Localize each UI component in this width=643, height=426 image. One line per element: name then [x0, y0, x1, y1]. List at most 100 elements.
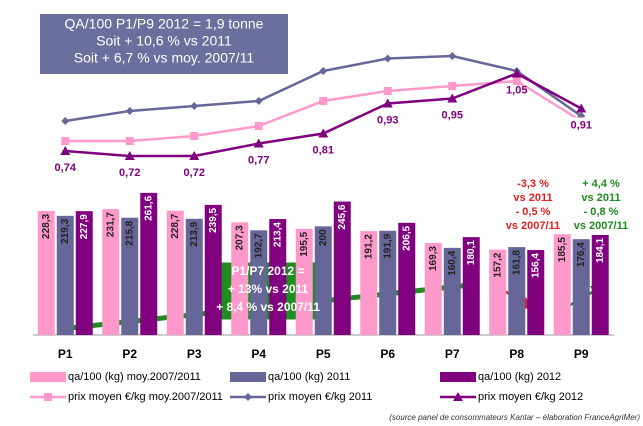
annotation: + 8,4 % vs 2007/11 — [216, 300, 320, 314]
bar-value-label: 191,9 — [382, 233, 393, 258]
x-tick-label: P4 — [251, 347, 266, 361]
annotation: -3,3 % — [517, 178, 549, 190]
bar-value-label: 219,3 — [60, 218, 71, 243]
marker — [511, 68, 522, 78]
bar-value-label: 213,4 — [272, 222, 283, 247]
marker — [61, 137, 70, 145]
bar — [489, 249, 507, 335]
bar — [333, 201, 351, 335]
annotation: - 0,5 % — [516, 206, 551, 218]
line-value-label: 0,77 — [248, 154, 269, 166]
marker — [61, 117, 70, 125]
bar — [231, 222, 249, 335]
bar — [75, 211, 93, 335]
bar — [462, 237, 480, 335]
legend-swatch — [30, 372, 66, 382]
summary-box — [40, 14, 288, 74]
x-tick-label: P7 — [445, 347, 460, 361]
bar — [56, 215, 74, 335]
annotation: Soit + 6,7 % vs moy. 2007/11 — [74, 50, 255, 66]
marker — [189, 151, 200, 160]
marker — [383, 87, 392, 95]
line-value-label: 0,91 — [571, 119, 592, 131]
x-tick-label: P8 — [509, 347, 524, 361]
bar-value-label: 228,3 — [41, 214, 52, 239]
line-value-label: 1,05 — [506, 84, 527, 96]
legend-marker — [453, 392, 463, 401]
bar-value-label: 180,1 — [466, 240, 477, 265]
bar — [204, 204, 222, 335]
marker — [60, 146, 71, 155]
bar — [295, 228, 313, 335]
line-value-label: 0,93 — [377, 114, 398, 126]
marker — [319, 67, 328, 75]
marker — [190, 132, 199, 140]
marker — [124, 151, 135, 160]
x-tick-label: P3 — [187, 347, 202, 361]
bar-value-label: 261,6 — [143, 195, 154, 220]
bar — [166, 210, 184, 335]
marker — [512, 77, 521, 85]
bar-value-label: 239,5 — [208, 207, 219, 232]
legend-label: prix moyen €/kg moy.2007/2011 — [68, 391, 223, 403]
bar-value-label: 215,8 — [124, 220, 135, 245]
marker — [254, 97, 263, 105]
legend-label: qa/100 (kg) 2012 — [478, 371, 561, 383]
marker — [383, 54, 392, 63]
legend-label: prix moyen €/kg 2011 — [268, 391, 372, 403]
line-value-label: 0,74 — [55, 162, 77, 174]
bar-value-label: 200 — [318, 229, 329, 246]
bar-value-label: 184,1 — [595, 238, 606, 263]
annotation: Soit + 10,6 % vs 2011 — [96, 33, 232, 49]
bar — [250, 230, 268, 335]
line-value-label: 0,72 — [184, 167, 205, 179]
annotation: + 4,4 % — [582, 178, 620, 190]
legend-label: prix moyen €/kg 2012 — [478, 391, 583, 403]
bar — [140, 192, 158, 335]
bar-value-label: 207,3 — [234, 225, 245, 250]
source-note: (source panel de consommateurs Kantar – … — [389, 413, 640, 422]
label-bg — [567, 117, 596, 132]
marker — [448, 52, 457, 60]
bar — [443, 247, 461, 335]
bar — [379, 230, 397, 335]
bar — [572, 239, 590, 335]
bar-value-label: 206,5 — [401, 225, 412, 250]
marker — [318, 128, 329, 138]
bar — [527, 250, 545, 335]
bar-value-label: 195,5 — [299, 231, 310, 256]
bar-value-label: 192,7 — [253, 233, 264, 258]
bar — [314, 226, 332, 335]
annotation: QA/100 P1/P9 2012 = 1,9 tonne — [65, 16, 264, 32]
bar-value-label: 160,4 — [447, 250, 458, 275]
bar-value-label: 156,4 — [530, 253, 541, 278]
bar — [102, 209, 120, 335]
legend-swatch — [230, 372, 266, 382]
bar-value-label: 227,9 — [79, 214, 90, 239]
bar-value-label: 161,8 — [511, 250, 522, 275]
bar — [121, 217, 139, 335]
bar — [591, 234, 609, 335]
bar-value-label: 213,9 — [189, 221, 200, 246]
annotation: P1/P7 2012 = — [231, 264, 304, 278]
bar-value-label: 157,2 — [492, 252, 503, 277]
annotation: - 0,8 % — [584, 206, 619, 218]
bar — [269, 219, 287, 335]
marker — [382, 98, 393, 108]
bar — [508, 247, 526, 335]
marker — [253, 138, 264, 148]
legend-swatch — [440, 372, 476, 382]
annotation: vs 2011 — [513, 192, 552, 204]
bar-value-label: 191,2 — [363, 234, 374, 259]
marker — [254, 122, 263, 130]
annotation: vs 2007/11 — [506, 220, 560, 232]
annotation: vs 2007/11 — [574, 220, 628, 232]
x-tick-label: P2 — [122, 347, 137, 361]
bar — [360, 231, 378, 335]
bar — [37, 210, 55, 335]
x-tick-label: P9 — [574, 347, 589, 361]
x-tick-label: P5 — [316, 347, 331, 361]
marker — [125, 107, 134, 115]
line-value-label: 0,95 — [442, 109, 463, 121]
